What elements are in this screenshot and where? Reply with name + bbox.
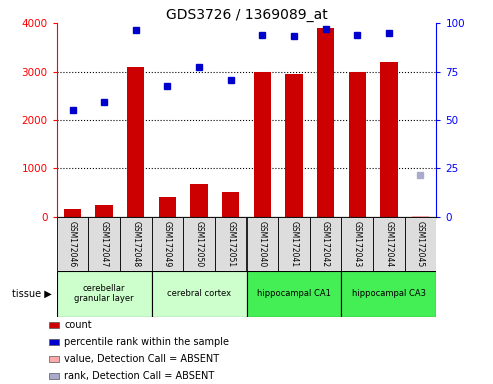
Title: GDS3726 / 1369089_at: GDS3726 / 1369089_at: [166, 8, 327, 22]
Bar: [49, 339, 59, 345]
Bar: [310, 217, 341, 271]
Bar: [222, 192, 240, 217]
Text: GSM172042: GSM172042: [321, 221, 330, 267]
Bar: [120, 217, 152, 271]
Text: GSM172048: GSM172048: [131, 221, 141, 267]
Text: percentile rank within the sample: percentile rank within the sample: [65, 337, 229, 347]
Bar: [341, 271, 436, 317]
Bar: [88, 217, 120, 271]
Text: GSM172050: GSM172050: [195, 221, 204, 267]
Bar: [190, 184, 208, 217]
Bar: [152, 217, 183, 271]
Bar: [152, 271, 246, 317]
Text: GSM172041: GSM172041: [289, 221, 298, 267]
Bar: [412, 215, 429, 217]
Bar: [96, 205, 113, 217]
Bar: [341, 217, 373, 271]
Text: tissue ▶: tissue ▶: [12, 289, 52, 299]
Text: GSM172046: GSM172046: [68, 221, 77, 267]
Text: GSM172051: GSM172051: [226, 221, 235, 267]
Bar: [215, 217, 246, 271]
Bar: [49, 356, 59, 362]
Text: value, Detection Call = ABSENT: value, Detection Call = ABSENT: [65, 354, 219, 364]
Text: rank, Detection Call = ABSENT: rank, Detection Call = ABSENT: [65, 371, 214, 381]
Bar: [278, 217, 310, 271]
Bar: [49, 322, 59, 328]
Bar: [49, 372, 59, 379]
Text: GSM172047: GSM172047: [100, 221, 108, 267]
Bar: [127, 67, 144, 217]
Bar: [380, 62, 397, 217]
Bar: [57, 217, 88, 271]
Bar: [317, 28, 334, 217]
Text: GSM172045: GSM172045: [416, 221, 425, 267]
Text: hippocampal CA1: hippocampal CA1: [257, 289, 331, 298]
Bar: [285, 74, 303, 217]
Text: cerebral cortex: cerebral cortex: [167, 289, 231, 298]
Bar: [373, 217, 405, 271]
Bar: [64, 209, 81, 217]
Text: cerebellar
granular layer: cerebellar granular layer: [74, 284, 134, 303]
Bar: [183, 217, 215, 271]
Bar: [405, 217, 436, 271]
Text: hippocampal CA3: hippocampal CA3: [352, 289, 426, 298]
Bar: [349, 71, 366, 217]
Text: GSM172044: GSM172044: [385, 221, 393, 267]
Bar: [159, 197, 176, 217]
Text: GSM172040: GSM172040: [258, 221, 267, 267]
Text: count: count: [65, 320, 92, 330]
Text: GSM172043: GSM172043: [352, 221, 362, 267]
Bar: [253, 71, 271, 217]
Text: GSM172049: GSM172049: [163, 221, 172, 267]
Bar: [57, 271, 152, 317]
Bar: [246, 217, 278, 271]
Bar: [246, 271, 341, 317]
